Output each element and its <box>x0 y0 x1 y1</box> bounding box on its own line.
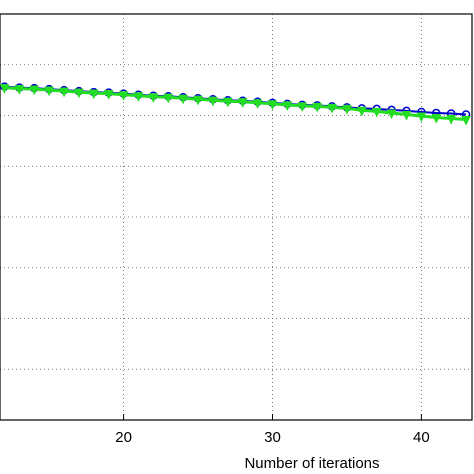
marker <box>193 95 203 106</box>
marker <box>148 93 159 103</box>
marker <box>74 88 84 99</box>
marker <box>59 87 69 98</box>
marker <box>133 92 144 102</box>
series-line <box>4 86 467 122</box>
marker <box>103 90 114 100</box>
marker <box>267 100 278 110</box>
marker <box>312 102 322 113</box>
x-tick-label: 40 <box>413 429 430 446</box>
marker <box>252 99 263 109</box>
x-axis-label: Number of iterations <box>244 455 379 472</box>
marker <box>416 112 427 123</box>
marker <box>208 96 218 107</box>
marker <box>282 101 293 111</box>
marker <box>29 85 40 96</box>
marker <box>178 94 188 105</box>
marker <box>297 102 308 112</box>
marker <box>461 116 471 126</box>
marker <box>401 110 412 121</box>
marker <box>357 106 367 117</box>
marker <box>431 114 442 124</box>
plot-frame <box>0 13 473 421</box>
marker <box>118 91 129 101</box>
marker <box>88 89 99 100</box>
marker <box>237 98 248 108</box>
marker <box>223 97 233 108</box>
marker <box>446 115 456 125</box>
x-tick-label: 30 <box>264 429 281 446</box>
marker <box>386 109 397 120</box>
marker <box>44 86 54 97</box>
marker <box>163 93 174 104</box>
marker <box>327 103 337 114</box>
marker <box>14 85 25 95</box>
marker <box>371 107 382 118</box>
x-tick-label: 20 <box>115 429 132 446</box>
marker <box>0 84 10 94</box>
marker <box>342 104 352 115</box>
